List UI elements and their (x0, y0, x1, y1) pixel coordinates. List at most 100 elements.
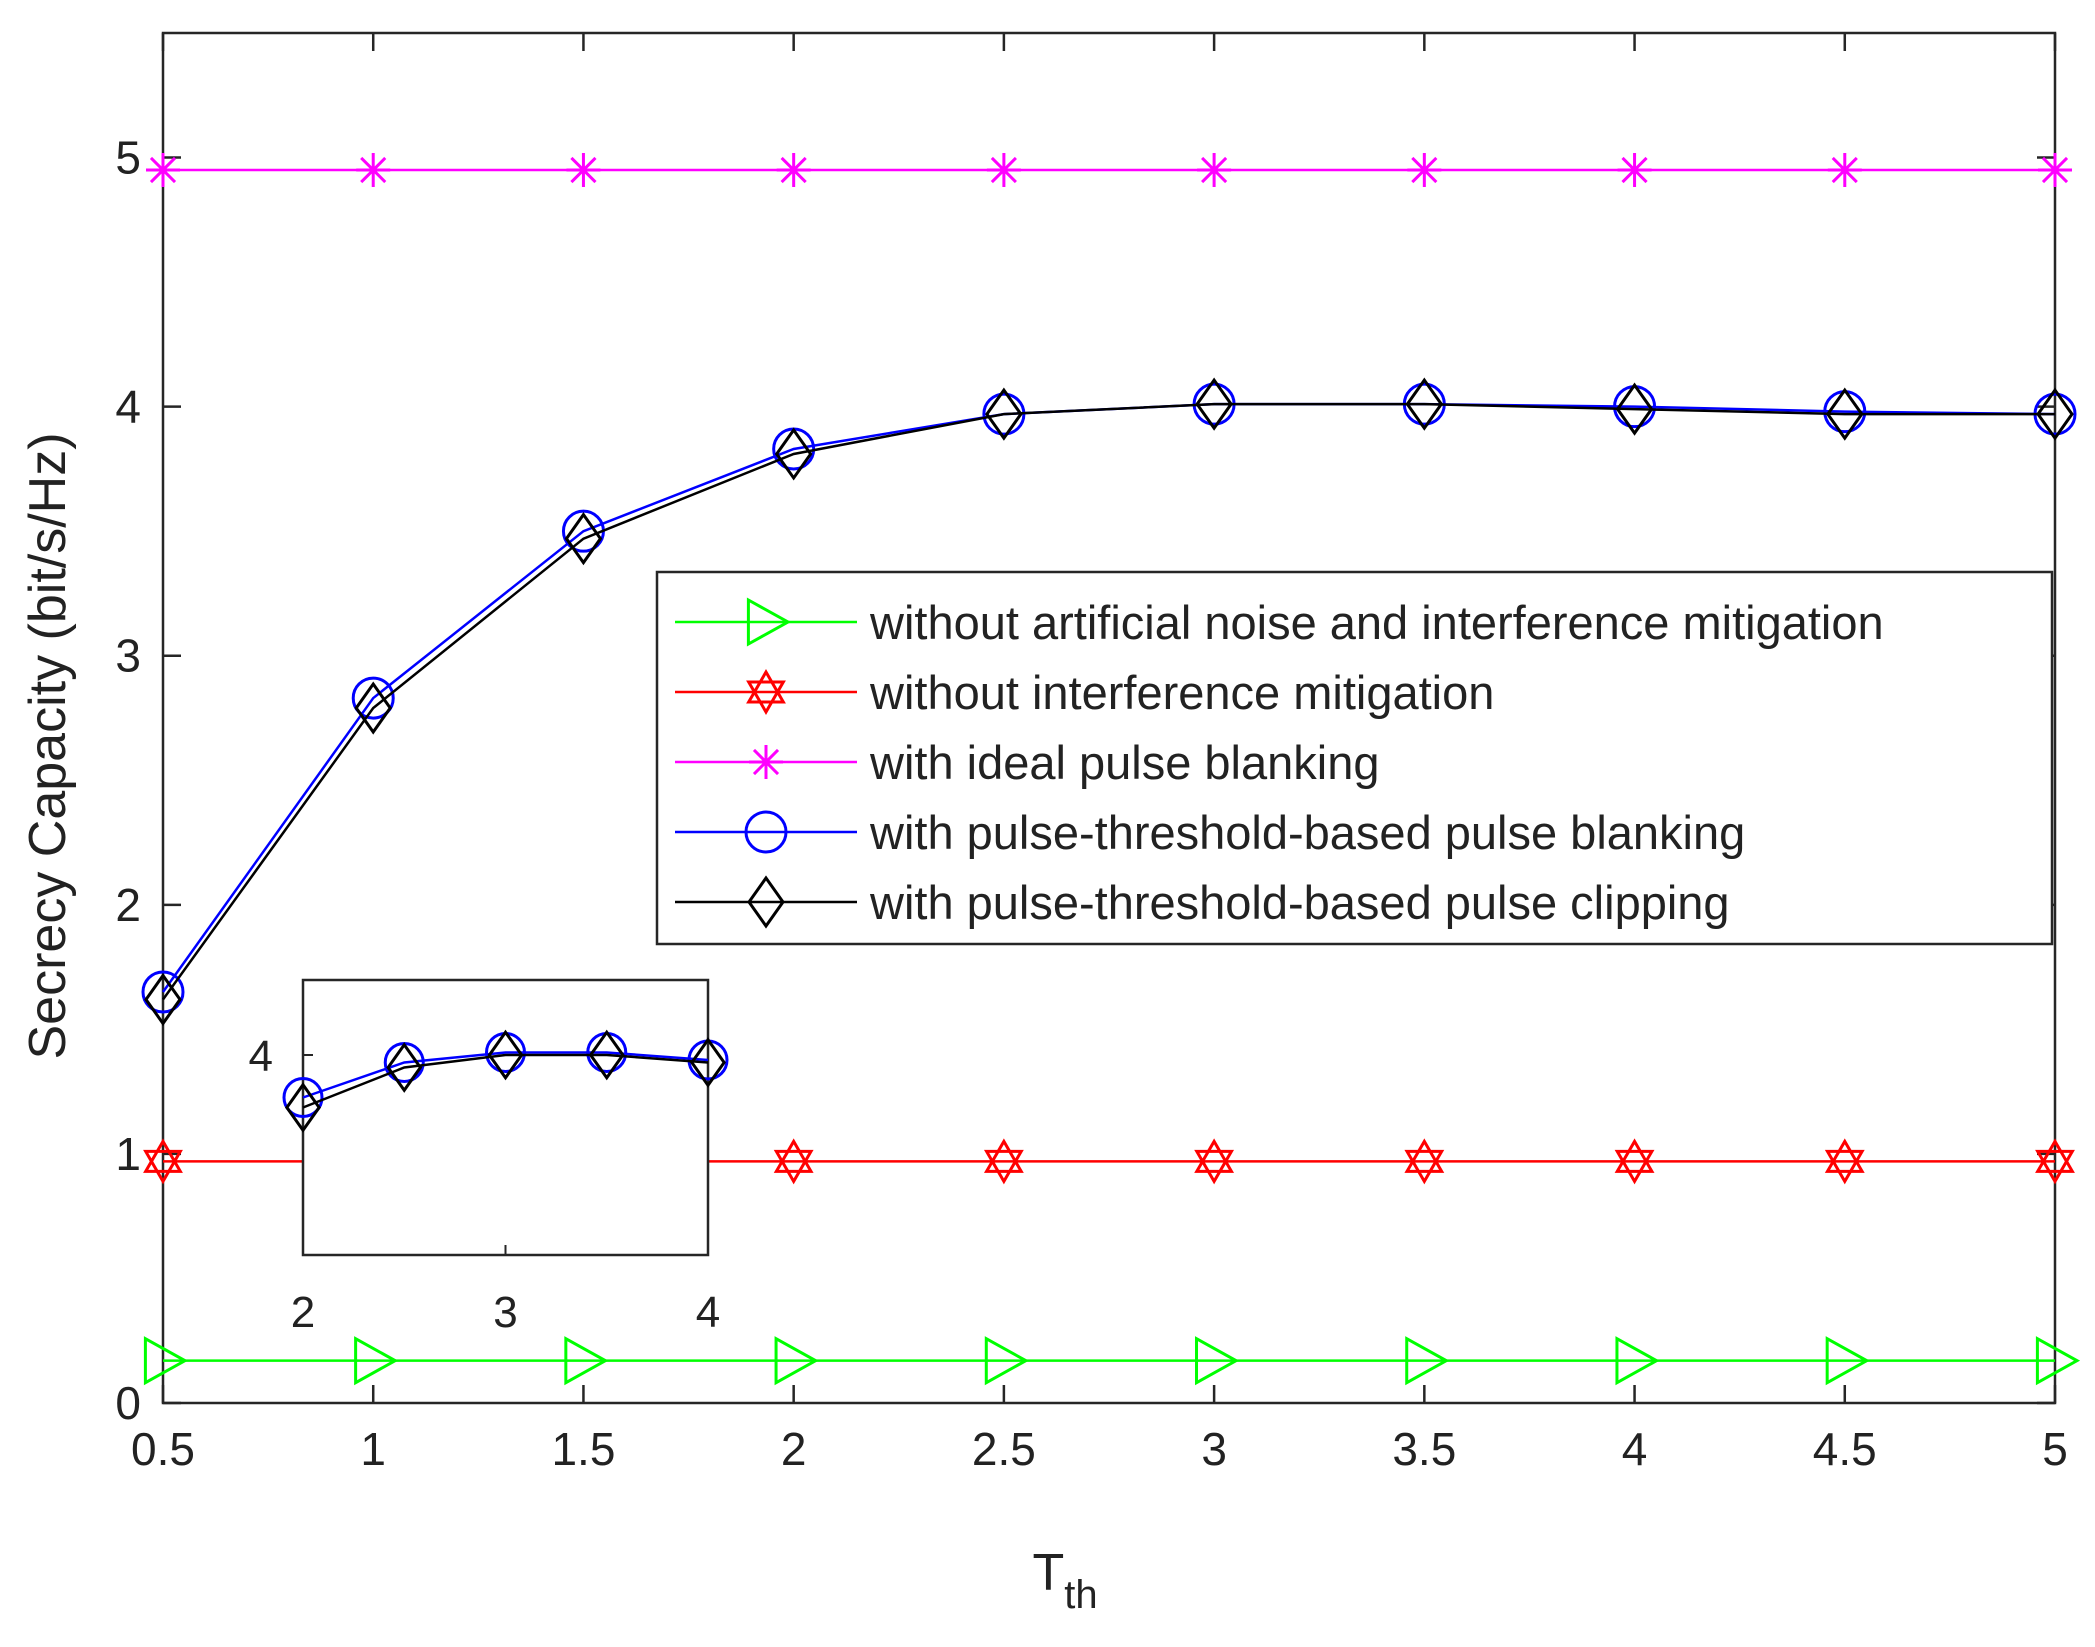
data-point-s4-1 (354, 681, 393, 735)
data-point-s0-5 (1195, 1336, 1240, 1386)
inset-point-black-2 (487, 1029, 524, 1081)
data-point-s1-5-tri-up (1194, 1138, 1235, 1173)
data-point-s4-5 (1195, 377, 1233, 431)
data-point-s0-8 (1825, 1336, 1870, 1386)
data-point-s2-1 (356, 153, 391, 187)
data-point-s2-7 (1617, 153, 1652, 187)
legend-entry-0: without artificial noise and interferenc… (869, 596, 1884, 649)
data-point-s2-8 (1827, 153, 1862, 187)
data-point-s3-0 (141, 970, 185, 1014)
x-tick-label: 2.5 (972, 1423, 1036, 1475)
inset-x-tick-label: 2 (291, 1288, 315, 1337)
y-tick-label: 1 (115, 1128, 141, 1180)
data-point-s2-3 (776, 153, 811, 187)
data-point-s0-1 (354, 1336, 399, 1386)
data-point-s1-7 (1614, 1138, 1655, 1185)
data-point-s2-2 (566, 153, 601, 187)
data-point-s1-0-tri-down (143, 1149, 183, 1185)
data-point-s1-3-tri-down (773, 1149, 814, 1185)
data-point-s1-0 (143, 1138, 183, 1185)
data-point-s2-4 (986, 153, 1021, 187)
x-tick-label: 1.5 (551, 1423, 615, 1475)
x-axis-label: Tth (1032, 1544, 1097, 1617)
data-point-s1-5-tri-down (1194, 1149, 1235, 1185)
inset-y-tick-label: 4 (249, 1032, 273, 1081)
legend-marker-1 (746, 668, 786, 716)
data-point-s1-9 (2035, 1138, 2075, 1185)
inset-point-black-1 (386, 1042, 423, 1093)
inset-series-line-blue (302, 1051, 709, 1099)
data-point-s1-5 (1194, 1138, 1235, 1185)
data-point-s4-7 (1615, 382, 1654, 436)
x-tick-label: 0.5 (131, 1423, 195, 1475)
x-tick-label: 2 (781, 1423, 807, 1475)
data-point-s4-0 (144, 972, 182, 1027)
data-point-s1-8 (1824, 1138, 1865, 1185)
inset-series-line-black (302, 1053, 709, 1109)
data-point-s0-4 (984, 1336, 1029, 1386)
legend-entry-3: with pulse-threshold-based pulse blankin… (869, 806, 1745, 859)
legend-box (655, 570, 2054, 946)
data-point-s1-6-tri-down (1404, 1149, 1445, 1185)
data-point-s0-9 (2035, 1336, 2081, 1386)
data-point-s1-6 (1404, 1138, 1445, 1185)
data-point-s0-0 (143, 1336, 189, 1386)
data-point-s1-7-tri-down (1614, 1149, 1655, 1185)
x-tick-label: 1 (360, 1423, 386, 1475)
legend-entry-4: with pulse-threshold-based pulse clippin… (869, 876, 1730, 929)
data-point-s4-2 (564, 512, 603, 566)
data-point-s1-3 (773, 1138, 814, 1185)
data-point-s4-6 (1405, 377, 1444, 431)
x-tick-label: 5 (2042, 1423, 2068, 1475)
x-tick-label: 3 (1201, 1423, 1227, 1475)
data-point-s1-9-tri-down (2035, 1149, 2075, 1185)
data-point-s1-7-tri-up (1614, 1138, 1655, 1173)
inset-x-tick-label: 3 (493, 1288, 517, 1337)
legend-marker-1-tri-down (746, 680, 786, 716)
legend: without artificial noise and interferenc… (655, 570, 2054, 946)
data-point-s1-4-tri-down (983, 1149, 1024, 1185)
data-point-s2-9 (2038, 153, 2072, 187)
legend-marker-4 (747, 875, 785, 929)
data-point-s0-3 (774, 1336, 819, 1386)
inset-point-black-4 (690, 1037, 726, 1088)
data-point-s0-7 (1615, 1336, 1660, 1386)
data-point-s1-3-tri-up (773, 1138, 814, 1173)
y-tick-label: 5 (115, 132, 141, 184)
data-point-s2-5 (1197, 153, 1232, 187)
series-line-4 (161, 402, 2055, 1001)
y-tick-label: 0 (115, 1377, 141, 1429)
data-point-s0-6 (1405, 1336, 1450, 1386)
y-tick-label: 4 (115, 381, 141, 433)
data-point-s1-8-tri-up (1824, 1138, 1865, 1173)
x-tick-label: 4 (1622, 1423, 1648, 1475)
inset-point-black-0 (285, 1082, 321, 1133)
data-point-s1-0-tri-up (143, 1138, 183, 1173)
data-point-s1-4-tri-up (983, 1138, 1024, 1173)
data-point-s1-8-tri-down (1824, 1149, 1865, 1185)
legend-marker-1-tri-up (746, 668, 786, 704)
data-point-s2-0 (146, 153, 180, 187)
inset-point-blue-0 (282, 1077, 324, 1118)
data-point-s3-1 (351, 676, 395, 720)
x-axis-label-subscript: th (1064, 1573, 1097, 1617)
legend-marker-0 (746, 597, 792, 647)
legend-entry-1: without interference mitigation (869, 666, 1494, 719)
x-tick-label: 4.5 (1813, 1423, 1877, 1475)
x-tick-label: 3.5 (1392, 1423, 1456, 1475)
inset-point-black-3 (588, 1029, 625, 1081)
data-point-s4-3 (774, 427, 813, 481)
legend-marker-2 (749, 745, 783, 779)
inset-frame (301, 978, 710, 1257)
data-point-s4-9 (2036, 387, 2074, 441)
data-point-s4-8 (1825, 387, 1864, 441)
legend-marker-3 (744, 810, 788, 854)
legend-entry-2: with ideal pulse blanking (869, 736, 1380, 789)
y-tick-label: 3 (115, 630, 141, 682)
y-tick-label: 2 (115, 879, 141, 931)
data-point-s0-2 (564, 1336, 609, 1386)
y-axis-label: Secrecy Capacity (bit/s/Hz) (19, 432, 77, 1059)
data-point-s2-6 (1407, 153, 1442, 187)
